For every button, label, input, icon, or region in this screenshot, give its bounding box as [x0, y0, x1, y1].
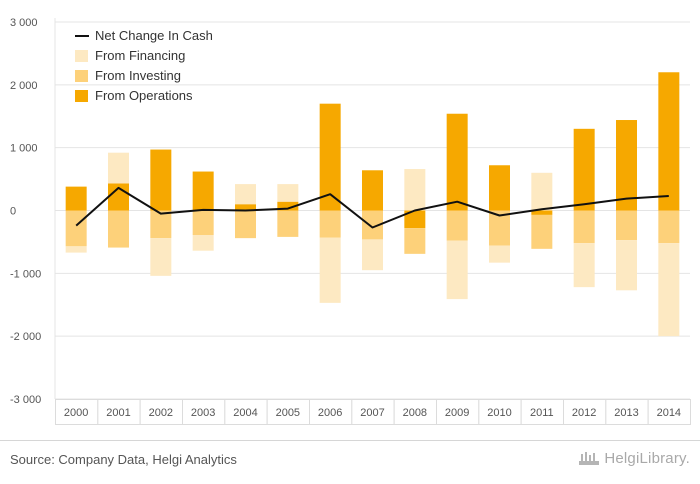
x-tick-label-2009: 2009: [445, 407, 469, 419]
legend-label: From Investing: [95, 68, 181, 83]
bar-from-investing-2005: [277, 210, 299, 237]
x-tick-box: [266, 399, 310, 425]
bar-from-investing-2004: [235, 210, 256, 239]
bar-from-operations-2002: [150, 149, 172, 211]
y-tick-label: -3 000: [10, 394, 41, 406]
library-icon: [579, 451, 600, 465]
bar-from-investing-2003: [192, 210, 214, 236]
y-tick-label: -2 000: [10, 331, 41, 343]
net-change-line: [75, 186, 669, 229]
source-note: Source: Company Data, Helgi Analytics: [10, 452, 237, 467]
bar-from-financing-2008: [404, 169, 426, 211]
bar-from-operations-2004: [235, 204, 256, 211]
footer: Source: Company Data, Helgi Analytics He…: [0, 440, 700, 484]
x-tick-label-2004: 2004: [233, 407, 257, 419]
x-tick-label-2000: 2000: [64, 407, 88, 419]
bar-from-financing-2005: [277, 184, 299, 202]
x-tick-box: [520, 399, 565, 425]
legend-label: From Operations: [95, 88, 193, 103]
x-tick-label-2001: 2001: [106, 407, 130, 419]
bar-from-financing-2004: [235, 184, 256, 205]
x-axis-ticks: 2000 2001 2002 2003 2004 2005 2006 2007 2008 2009…: [55, 399, 692, 425]
net-change-line-group: [75, 186, 669, 229]
bar-from-financing-2001: [108, 152, 129, 184]
x-tick-box: [97, 399, 141, 425]
x-tick-box: [478, 399, 522, 425]
legend-swatch: [75, 70, 88, 82]
bar-from-operations-2012: [573, 128, 595, 211]
y-tick-label: 3 000: [10, 17, 38, 29]
bar-from-operations-2010: [489, 165, 510, 211]
bar-from-operations-2003: [192, 171, 214, 211]
bar-from-financing-2012: [573, 243, 595, 288]
bar-from-operations-2008: [404, 210, 426, 229]
bar-from-financing-2013: [616, 240, 637, 291]
x-tick-label-2002: 2002: [149, 407, 173, 419]
bar-from-operations-2007: [362, 170, 383, 211]
x-tick-box: [182, 399, 226, 425]
bar-from-investing-2000: [65, 210, 87, 247]
bar-from-financing-2000: [65, 246, 87, 253]
bar-from-investing-2011: [531, 214, 553, 249]
brand-name: HelgiLibrary.: [604, 450, 690, 467]
y-tick-label: 2 000: [10, 80, 38, 92]
bar-from-operations-2013: [616, 120, 637, 211]
brand-logo: HelgiLibrary.: [578, 450, 690, 467]
bar-from-operations-2009: [446, 113, 468, 211]
bar-from-investing-2008: [404, 228, 426, 254]
x-tick-label-2008: 2008: [403, 407, 427, 419]
bar-from-financing-2014: [658, 243, 680, 337]
bar-from-operations-2000: [65, 186, 87, 211]
x-tick-label-2011: 2011: [530, 407, 554, 419]
bar-from-investing-2014: [658, 210, 680, 244]
bar-from-investing-2012: [573, 210, 595, 244]
x-tick-box: [563, 399, 607, 425]
x-tick-label-2010: 2010: [487, 407, 511, 419]
bar-from-investing-2010: [489, 210, 510, 246]
x-tick-label-2007: 2007: [360, 407, 384, 419]
x-tick-box: [309, 399, 353, 425]
x-tick-box: [351, 399, 395, 425]
bar-from-financing-2011: [531, 172, 553, 211]
bar-from-financing-2002: [150, 238, 172, 276]
x-tick-box: [139, 399, 184, 425]
y-tick-label: 0: [10, 206, 16, 218]
x-tick-box: [55, 399, 99, 425]
x-tick-box: [224, 399, 268, 425]
bar-from-investing-2001: [108, 210, 129, 248]
bar-from-financing-2009: [446, 240, 468, 300]
bar-from-operations-2006: [319, 103, 341, 211]
legend-label: From Financing: [95, 48, 185, 63]
bar-from-financing-2007: [362, 239, 383, 271]
legend-label: Net Change In Cash: [95, 28, 213, 43]
x-tick-label-2006: 2006: [318, 407, 342, 419]
bar-from-financing-2010: [489, 245, 510, 263]
x-tick-label-2014: 2014: [657, 407, 681, 419]
legend-swatch: [75, 50, 88, 62]
y-axis-ticks: 3 000 2 000 1 000 0 -1 000 -2 000 -3 000: [10, 17, 41, 406]
legend-swatch: [75, 90, 88, 102]
x-tick-label-2013: 2013: [614, 407, 638, 419]
bar-from-investing-2002: [150, 210, 172, 239]
bar-from-investing-2007: [362, 210, 383, 240]
legend: Net Change In Cash From Financing From Inv…: [75, 28, 213, 103]
y-tick-label: -1 000: [10, 268, 41, 280]
bar-from-financing-2006: [319, 237, 341, 303]
bar-from-operations-2014: [658, 72, 680, 211]
bar-from-investing-2006: [319, 210, 341, 238]
x-tick-box: [647, 399, 692, 425]
bar-from-investing-2009: [446, 210, 468, 241]
bar-from-operations-2005: [277, 201, 299, 211]
x-tick-box: [393, 399, 437, 425]
y-tick-label: 1 000: [10, 143, 38, 155]
x-tick-label-2005: 2005: [276, 407, 300, 419]
x-tick-label-2003: 2003: [191, 407, 215, 419]
bar-from-investing-2013: [616, 210, 637, 241]
x-tick-label-2012: 2012: [572, 407, 596, 419]
bar-from-operations-2011: [531, 210, 553, 215]
bar-from-financing-2003: [192, 235, 214, 251]
